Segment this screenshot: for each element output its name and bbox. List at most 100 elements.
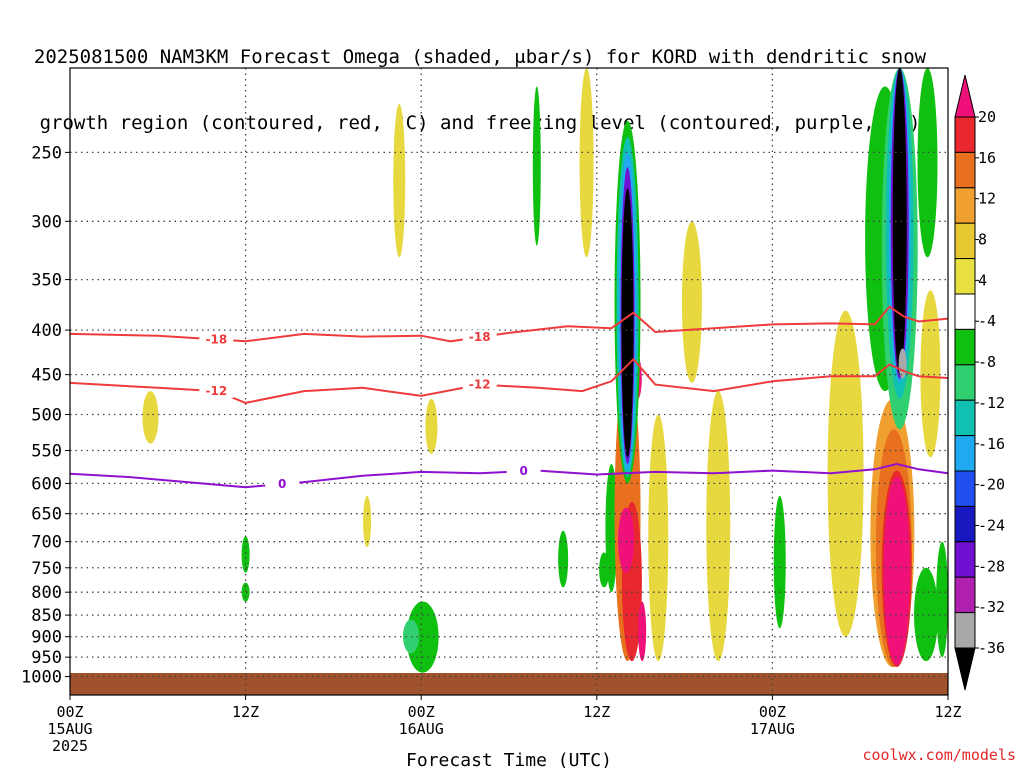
x-tick-label: 12Z xyxy=(583,703,610,721)
omega-blob xyxy=(402,619,419,654)
colorbar-swatch xyxy=(954,116,976,153)
contour-label-bg xyxy=(462,330,497,345)
contour-label-bg xyxy=(199,384,234,399)
contour-label: -12 xyxy=(205,384,227,398)
omega-blob xyxy=(773,495,786,629)
contour-label: -18 xyxy=(205,332,227,346)
contour-label: -12 xyxy=(469,378,491,392)
colorbar-swatch xyxy=(954,541,976,578)
omega-blob xyxy=(917,68,938,258)
colorbar-label: 20 xyxy=(978,108,996,126)
y-tick-label: 300 xyxy=(31,212,62,232)
omega-blob xyxy=(393,104,406,258)
y-tick-label: 600 xyxy=(31,474,62,494)
x-tick-label: 12Z xyxy=(232,703,259,721)
x-axis-label: Forecast Time (UTC) xyxy=(406,750,612,768)
chart-title-line1: 2025081500 NAM3KM Forecast Omega (shaded… xyxy=(33,46,927,68)
colorbar-swatch xyxy=(954,612,976,649)
colorbar-swatch xyxy=(954,435,976,472)
y-tick-label: 400 xyxy=(31,321,62,341)
colorbar-label: 12 xyxy=(978,190,996,208)
site-credit: coolwx.com/models xyxy=(862,746,1016,764)
omega-blob xyxy=(914,567,939,662)
y-tick-label: 250 xyxy=(31,143,62,163)
ground-fill xyxy=(70,673,948,695)
colorbar-label: -20 xyxy=(978,476,1005,494)
contour-line xyxy=(70,357,948,404)
contour-label: 0 xyxy=(519,464,527,478)
contour-label-bg xyxy=(506,464,541,479)
x-tick-label: 00Z xyxy=(759,703,786,721)
colorbar-swatch xyxy=(954,222,976,260)
omega-blob xyxy=(618,507,635,573)
x-date-label: 17AUG xyxy=(750,720,795,738)
plot-frame xyxy=(69,67,949,696)
contour-label: 0 xyxy=(278,477,286,491)
colorbar-label: 8 xyxy=(978,231,987,249)
omega-blob xyxy=(579,68,594,258)
colorbar-swatch xyxy=(954,293,976,330)
colorbar-label: -8 xyxy=(978,353,996,371)
colorbar-label: -4 xyxy=(978,312,996,330)
y-tick-label: 750 xyxy=(31,559,62,579)
omega-blob xyxy=(648,414,669,662)
x-year-label: 2025 xyxy=(52,737,88,755)
contour-line xyxy=(70,305,948,343)
omega-blob xyxy=(241,536,250,573)
colorbar-swatch xyxy=(954,505,976,543)
colorbar-label: -24 xyxy=(978,516,1005,534)
colorbar-swatch xyxy=(954,258,976,295)
y-tick-label: 850 xyxy=(31,606,62,626)
omega-blob xyxy=(920,290,941,458)
y-tick-label: 550 xyxy=(31,442,62,462)
colorbar-label: -12 xyxy=(978,394,1005,412)
y-tick-label: 500 xyxy=(31,405,62,425)
colorbar-swatch xyxy=(954,364,976,401)
omega-blob xyxy=(706,391,731,662)
omega-blob xyxy=(558,530,569,588)
y-tick-label: 950 xyxy=(31,648,62,668)
colorbar-bottom-arrow xyxy=(954,647,976,691)
contour-label: -18 xyxy=(469,330,491,344)
omega-blob xyxy=(425,399,438,454)
y-tick-label: 700 xyxy=(31,533,62,553)
y-tick-label: 650 xyxy=(31,505,62,525)
colorbar-label: -16 xyxy=(978,435,1005,453)
colorbar-label: -32 xyxy=(978,598,1005,616)
colorbar-label: -28 xyxy=(978,557,1005,575)
omega-blob xyxy=(638,601,647,662)
contour-label-bg xyxy=(462,377,497,392)
colorbar-swatch xyxy=(954,328,976,366)
x-tick-label: 00Z xyxy=(408,703,435,721)
chart-title-line2: growth region (contoured, red, °C) and f… xyxy=(39,112,921,134)
omega-blob xyxy=(532,86,541,246)
omega-blob xyxy=(898,348,907,379)
y-tick-label: 800 xyxy=(31,583,62,603)
colorbar-swatch xyxy=(954,187,976,224)
y-tick-label: 450 xyxy=(31,366,62,386)
omega-blob xyxy=(827,310,864,637)
omega-blob xyxy=(605,464,618,593)
y-tick-label: 900 xyxy=(31,628,62,648)
omega-blob xyxy=(241,582,250,602)
colorbar-top-arrow xyxy=(954,74,976,118)
colorbar-swatch xyxy=(954,151,976,189)
colorbar-swatch xyxy=(954,470,976,507)
omega-blob xyxy=(621,188,634,458)
colorbar-swatch xyxy=(954,399,976,437)
omega-blob xyxy=(681,221,702,383)
colorbar-swatch xyxy=(954,576,976,614)
x-date-label: 16AUG xyxy=(399,720,444,738)
omega-blob xyxy=(363,495,372,548)
y-tick-label: 1000 xyxy=(21,668,62,688)
chart-title: 2025081500 NAM3KM Forecast Omega (shaded… xyxy=(0,2,960,156)
x-date-label: 15AUG xyxy=(47,720,92,738)
colorbar-label: 4 xyxy=(978,271,987,289)
colorbar-label: -36 xyxy=(978,639,1005,657)
omega-blob xyxy=(936,541,948,658)
colorbar-label: 16 xyxy=(978,149,996,167)
x-tick-label: 12Z xyxy=(934,703,961,721)
omega-blob xyxy=(142,391,159,444)
y-tick-label: 350 xyxy=(31,271,62,291)
